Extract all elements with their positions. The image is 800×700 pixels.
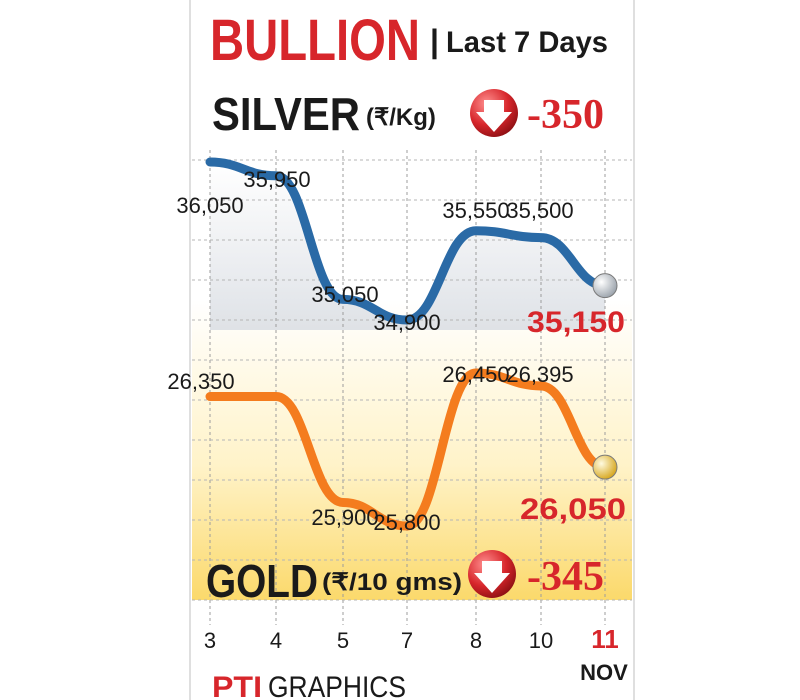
x-tick-label: 3 <box>204 628 216 653</box>
gold-end-marker <box>592 454 618 480</box>
footer-brand-suffix: GRAPHICS <box>268 671 406 700</box>
x-tick-label: 10 <box>529 628 553 653</box>
gold-data-label: 26,395 <box>506 362 573 387</box>
silver-change: -350 <box>527 92 604 138</box>
silver-data-label: 35,550 <box>442 198 509 223</box>
header-separator: | <box>430 23 439 59</box>
x-tick-label: 11 <box>591 624 619 654</box>
x-tick-label: 5 <box>337 628 349 653</box>
silver-unit: (₹/Kg) <box>366 104 436 131</box>
x-axis-month-label: NOV <box>580 660 628 685</box>
silver-data-label: 35,950 <box>243 167 310 192</box>
down-arrow-icon <box>468 550 516 598</box>
gold-data-label: 26,350 <box>167 369 234 394</box>
silver-name: SILVER <box>212 88 360 140</box>
pti-logo: PTI <box>212 671 262 700</box>
silver-data-label: 34,900 <box>373 310 440 335</box>
gold-data-label: 26,450 <box>442 362 509 387</box>
silver-final-label: 35,150 <box>527 306 625 339</box>
gold-name: GOLD <box>206 555 318 607</box>
footer-brand: PTI <box>212 671 262 700</box>
gold-unit: (₹/10 gms) <box>322 569 462 596</box>
gold-final-label: 26,050 <box>520 493 626 526</box>
x-tick-label: 4 <box>270 628 282 653</box>
x-axis: 3 4 5 7 8 10 11 <box>204 624 619 654</box>
gold-line <box>205 368 610 531</box>
header-subtitle: Last 7 Days <box>446 26 608 59</box>
silver-line <box>205 157 610 325</box>
silver-area <box>210 162 605 330</box>
silver-data-label: 36,050 <box>176 193 243 218</box>
silver-data-label: 35,050 <box>311 282 378 307</box>
down-arrow-icon <box>470 89 518 137</box>
gold-band <box>192 300 632 600</box>
x-tick-label: 7 <box>401 628 413 653</box>
x-tick-label: 8 <box>470 628 482 653</box>
silver-end-marker <box>592 273 618 299</box>
gold-data-label: 25,900 <box>311 505 378 530</box>
header-title: BULLION <box>210 8 420 73</box>
gold-change: -345 <box>527 554 604 600</box>
silver-data-label: 35,500 <box>506 198 573 223</box>
gold-data-label: 25,800 <box>373 510 440 535</box>
